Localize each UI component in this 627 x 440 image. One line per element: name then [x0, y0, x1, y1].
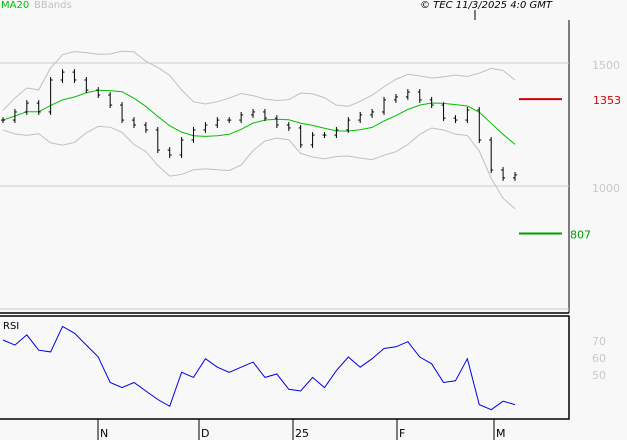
rsi-line: [2, 325, 516, 411]
y-tick-label: 1500: [592, 59, 620, 72]
rsi-title: RSI: [3, 321, 20, 332]
level-label: 1353: [593, 94, 621, 107]
ma-legend: MA20: [1, 0, 30, 11]
rsi-tick-label: 60: [592, 352, 606, 365]
y-tick-label: 1000: [592, 182, 620, 195]
level-label: 807: [570, 228, 591, 241]
x-tick-label: N: [100, 427, 108, 440]
bband-lower: [2, 125, 516, 210]
rsi-tick-label: 50: [592, 369, 606, 382]
rsi-frame: [0, 315, 570, 420]
bband-upper: [2, 50, 516, 111]
rsi-tick-label: 70: [592, 335, 606, 348]
x-tick-label: 25: [295, 427, 309, 440]
x-tick-label: F: [399, 427, 405, 440]
ma20-line: [2, 89, 516, 145]
x-tick-label: D: [201, 427, 209, 440]
copyright: © TEC 11/3/2025 4:0 GMT: [420, 0, 552, 11]
x-tick-label: M: [496, 427, 506, 440]
bb-legend: BBands: [34, 0, 72, 11]
